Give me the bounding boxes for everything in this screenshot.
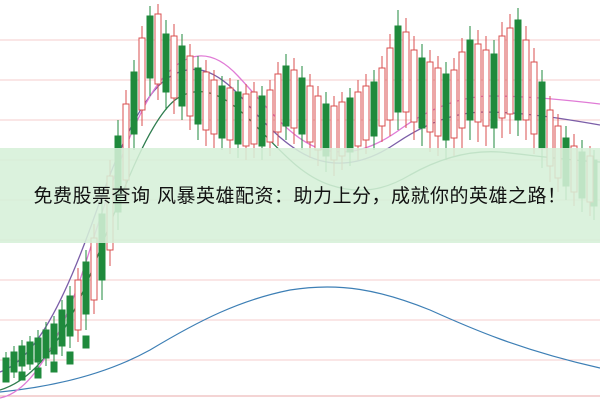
lower-volume-marks <box>2 335 90 383</box>
overlay-title-text: 免费股票查询 风暴英雄配资：助力上分，成就你的英雄之路！ <box>33 184 567 207</box>
overlay-banner: 免费股票查询 风暴英雄配资：助力上分，成就你的英雄之路！ <box>0 148 600 243</box>
moving-average-blue <box>0 286 600 393</box>
